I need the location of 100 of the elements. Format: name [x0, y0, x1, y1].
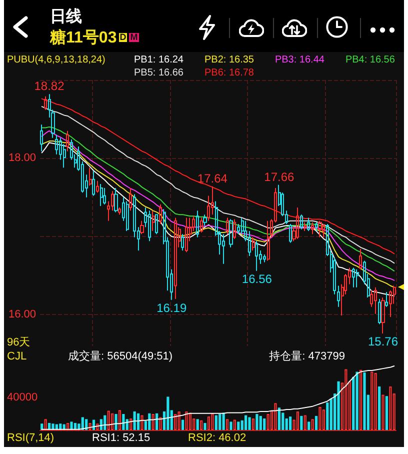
- candlestick: [89, 167, 92, 186]
- bar: [378, 386, 381, 430]
- bar: [130, 418, 132, 430]
- bar: [382, 394, 384, 430]
- candlestick: [233, 218, 236, 240]
- bar: [44, 419, 47, 430]
- text: RSI1: 52.15: [92, 432, 150, 445]
- annotation: 18.82: [34, 79, 65, 94]
- bar: [385, 396, 388, 430]
- legend-title: PUBU(4,6,9,13,18,24): [7, 54, 106, 66]
- bar: [207, 416, 210, 430]
- bar: [296, 411, 300, 430]
- bar: [263, 418, 266, 430]
- bar: [204, 422, 206, 430]
- annotation: 16.56: [242, 272, 272, 286]
- bar: [252, 418, 255, 430]
- text: RSI(7,14): [7, 432, 54, 445]
- candlestick: [181, 234, 184, 252]
- candlestick: [389, 290, 392, 318]
- bar: [389, 386, 392, 430]
- candlestick: [44, 96, 47, 110]
- candlestick: [200, 217, 203, 234]
- candlestick: [307, 217, 310, 232]
- candlestick: [185, 217, 188, 253]
- series-label: 持仓量: 473799: [269, 350, 346, 362]
- bar: [300, 416, 303, 430]
- bar: [233, 420, 236, 430]
- candlestick: [100, 184, 103, 206]
- candlestick: [118, 207, 121, 216]
- bar: [140, 415, 144, 430]
- bar: [159, 417, 162, 430]
- bar: [66, 422, 70, 430]
- candlestick: [352, 267, 355, 288]
- candlestick: [385, 292, 388, 308]
- candlestick: [129, 187, 132, 212]
- candlestick: [296, 207, 299, 240]
- candlestick: [315, 222, 318, 232]
- bar: [266, 414, 270, 430]
- bar: [337, 381, 340, 430]
- candlestick: [267, 220, 270, 262]
- y-tick-label: 16.00: [8, 308, 36, 321]
- text: PB1: 16.24: [134, 54, 184, 66]
- bar: [359, 370, 362, 430]
- candlestick: [114, 187, 118, 213]
- bar: [122, 414, 125, 430]
- bar: [259, 416, 262, 430]
- candlestick: [304, 222, 307, 232]
- bar: [374, 373, 377, 430]
- candlestick: [152, 210, 155, 232]
- annotation: 17.66: [264, 170, 295, 184]
- text: 40000: [7, 392, 38, 404]
- candlestick: [140, 220, 144, 235]
- text: PB3: 16.44: [274, 54, 325, 66]
- candlestick: [263, 254, 266, 263]
- candlestick: [374, 286, 377, 314]
- bar: [218, 414, 222, 430]
- text: PB6: 16.78: [204, 68, 254, 78]
- text: RSI2: 46.02: [188, 432, 246, 445]
- bar: [289, 416, 292, 430]
- bar: [81, 417, 84, 430]
- bar: [304, 415, 306, 430]
- candlestick: [356, 268, 359, 288]
- candlestick: [311, 222, 314, 235]
- bar: [248, 417, 251, 430]
- candlestick: [229, 218, 233, 248]
- chart-title: 糖11号03: [49, 28, 117, 46]
- candlestick: [359, 248, 362, 270]
- bar: [370, 372, 374, 430]
- annotation: 16.19: [156, 300, 187, 315]
- bar: [96, 424, 99, 430]
- text: 成交量: 56504(49:51): [68, 350, 173, 362]
- candlestick: [381, 296, 385, 334]
- candlestick: [252, 236, 255, 252]
- bar: [226, 419, 229, 430]
- bar: [111, 413, 114, 430]
- bar: [118, 410, 122, 430]
- bar: [133, 411, 136, 430]
- bar: [322, 410, 325, 430]
- candlestick: [300, 214, 303, 230]
- candlestick: [222, 234, 225, 264]
- candlestick: [159, 204, 162, 224]
- bar: [318, 406, 322, 430]
- bar: [200, 420, 203, 430]
- candlestick: [203, 214, 207, 226]
- bar: [311, 419, 314, 430]
- bar: [107, 410, 110, 430]
- bar: [244, 415, 248, 430]
- candlestick: [337, 285, 340, 308]
- bar: [178, 411, 180, 430]
- bar: [214, 415, 218, 430]
- candlestick: [226, 217, 229, 235]
- bar: [274, 403, 277, 430]
- bar: [188, 412, 192, 430]
- candlestick: [103, 187, 106, 205]
- candlestick: [196, 210, 199, 238]
- bar: [356, 372, 358, 430]
- bar: [326, 402, 329, 430]
- bar: [230, 422, 232, 430]
- bar: [185, 411, 188, 430]
- candlestick: [318, 220, 322, 238]
